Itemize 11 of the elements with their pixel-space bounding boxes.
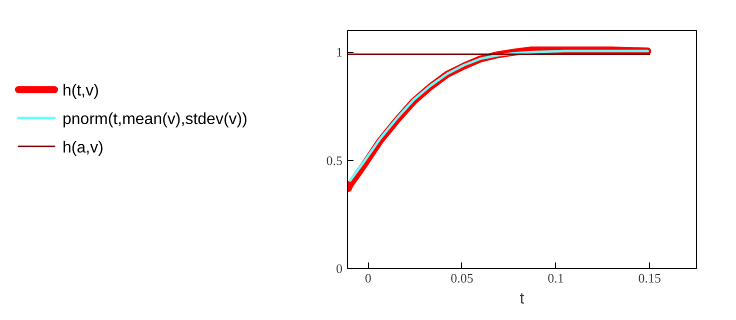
legend-label: h(a,v) [62,140,104,157]
x-tick-label: 0.1 [548,270,564,286]
x-axis-title: t [520,290,525,308]
legend-label: pnorm(t,mean(v),stdev(v)) [62,111,248,128]
y-tick-label: 0.5 [326,152,342,168]
x-tick-label: 0 [364,270,372,286]
y-tick-label: 1 [336,44,342,60]
x-tick-label: 0.05 [450,270,474,286]
legend-label: h(t,v) [62,82,99,100]
x-tick-label: 0.15 [638,270,661,286]
y-tick-label: 0 [336,261,342,276]
